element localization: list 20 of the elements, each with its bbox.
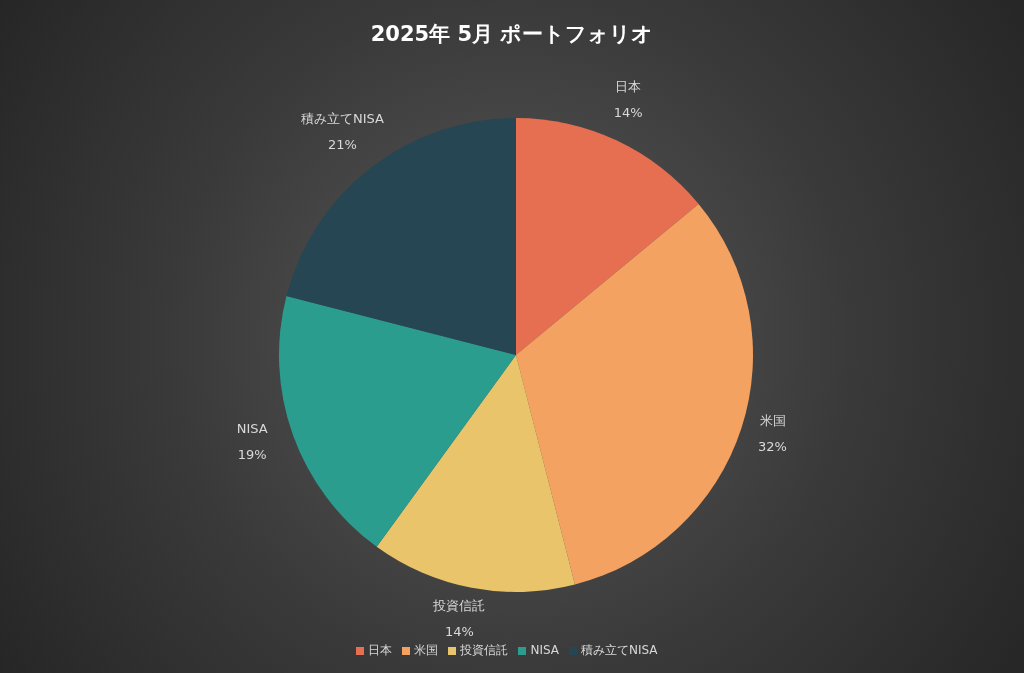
legend-label: 積み立てNISA	[581, 643, 658, 657]
data-label: 14%	[445, 624, 474, 640]
pie-slice	[516, 203, 753, 585]
legend-label: 米国	[414, 643, 439, 657]
legend-label: 投資信託	[460, 643, 509, 657]
data-label: 19%	[237, 447, 267, 463]
slice-label: NISA	[236, 421, 268, 437]
slice-label: 米国	[759, 412, 786, 428]
slice-label: 投資信託	[432, 598, 486, 614]
pie-slice	[376, 355, 575, 592]
legend-label: NISA	[530, 643, 559, 657]
data-label: 32%	[758, 438, 787, 454]
pie-slice	[516, 118, 699, 355]
data-label: 21%	[328, 136, 357, 152]
slice-label: 日本	[615, 79, 642, 95]
slice-label: 積み立てNISA	[300, 110, 385, 126]
data-label: 14%	[613, 105, 643, 121]
chart-title: 2025年 5月 ポートフォリオ	[369, 21, 655, 48]
legend-label: 日本	[368, 643, 393, 657]
pie-slice	[279, 296, 516, 547]
